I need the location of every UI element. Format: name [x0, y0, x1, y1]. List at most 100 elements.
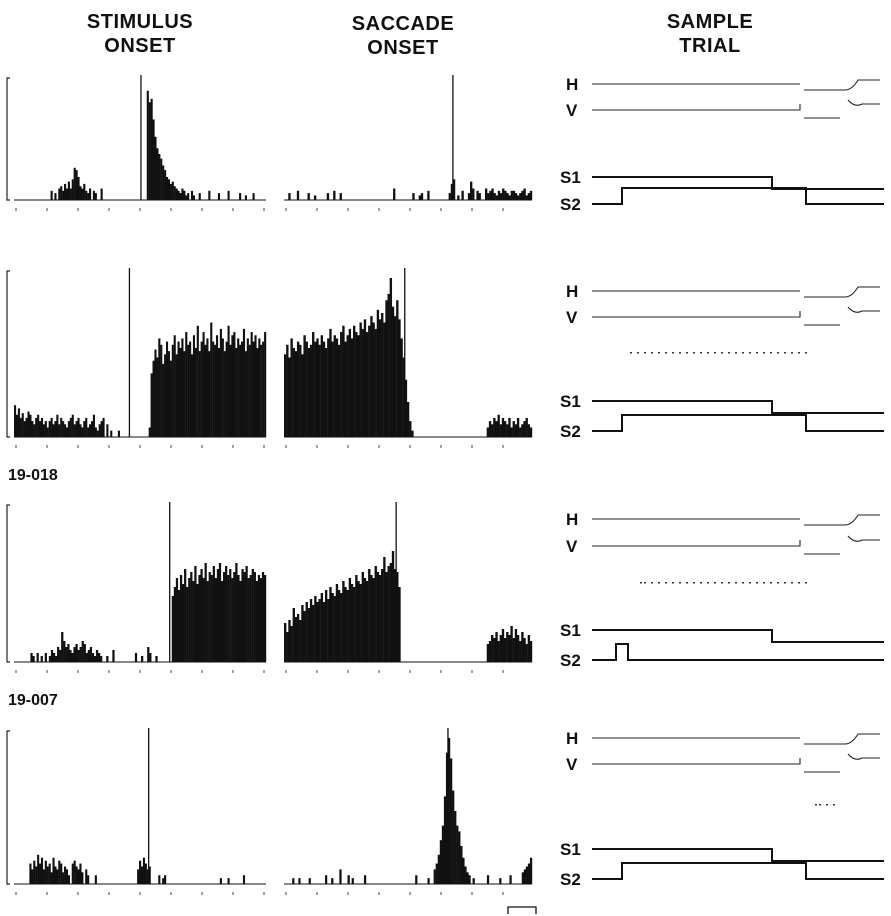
- saccade-histogram-bar: [420, 193, 424, 200]
- saccade-histogram-bar: [383, 557, 386, 662]
- stimulus-histogram-bar: [85, 653, 88, 662]
- stimulus-histogram-bar: [35, 866, 38, 884]
- stimulus-histogram-bar: [175, 188, 178, 200]
- stimulus-histogram-bar: [140, 866, 144, 884]
- stimulus-histogram-bar: [214, 578, 218, 662]
- stimulus-histogram-bar: [64, 183, 67, 200]
- stimulus-histogram-bar: [177, 341, 180, 437]
- vertical-eye-trace: [592, 99, 880, 119]
- saccade-histogram-bar: [353, 325, 356, 437]
- y-scale-bracket: [6, 270, 10, 438]
- stimulus-histogram-bar: [154, 136, 157, 200]
- stimulus-histogram-bar: [208, 190, 211, 200]
- stimulus-histogram-bar: [190, 190, 194, 200]
- saccade-histogram-bar: [376, 572, 380, 662]
- stimulus-histogram-bar: [261, 572, 265, 662]
- stimulus-histogram-bar: [167, 179, 171, 200]
- stimulus-histogram-bar: [44, 860, 47, 884]
- stimulus-histogram-bar: [212, 341, 215, 437]
- stimulus-histogram-bar: [59, 650, 62, 662]
- spike-raster-dot: [819, 804, 821, 806]
- spike-raster-dot: [693, 352, 695, 354]
- stimulus-histogram-bar: [194, 347, 197, 437]
- stimulus-histogram-bar: [200, 569, 203, 662]
- stimulus-histogram-bar: [110, 430, 113, 437]
- saccade-histogram-bar: [365, 332, 369, 437]
- stimulus-histogram-bar: [169, 183, 172, 200]
- cell-id-label: 19-007: [8, 692, 58, 709]
- stimulus-histogram-bar: [255, 581, 259, 662]
- saccade-histogram-bar: [457, 195, 460, 200]
- saccade-histogram-bar: [508, 195, 511, 200]
- stimulus-histogram-bar: [225, 341, 228, 437]
- stimulus-histogram-bar: [54, 421, 57, 437]
- spike-raster-dot: [644, 582, 646, 584]
- stimulus-histogram-bar: [15, 414, 19, 437]
- saccade-histogram-bar: [296, 190, 300, 200]
- saccade-title-line2: ONSET: [367, 37, 439, 59]
- stimulus-histogram-bar: [247, 578, 250, 662]
- stimulus-histogram-bar: [33, 424, 36, 437]
- saccade-histogram-bar: [464, 866, 467, 884]
- saccade-histogram-bar: [452, 179, 456, 200]
- saccade-histogram-bar: [307, 608, 311, 662]
- saccade-histogram-bar: [318, 599, 321, 662]
- saccade-histogram-bar: [393, 316, 397, 437]
- spike-raster-dot: [672, 582, 674, 584]
- stimulus-histogram-bar: [141, 656, 144, 662]
- stimulus-histogram-bar: [254, 335, 257, 437]
- saccade-histogram-bar: [378, 575, 382, 662]
- stimulus-histogram-bar: [60, 863, 63, 884]
- stimulus-histogram-bar: [58, 188, 61, 200]
- saccade-histogram-bar: [324, 347, 328, 437]
- stimulus-histogram-bar: [91, 653, 95, 662]
- y-scale-bracket: [6, 504, 10, 663]
- stimulus-histogram-bar: [249, 575, 252, 662]
- saccade-histogram-bar: [519, 193, 522, 200]
- stimulus-onset-title: STIMULUS ONSET: [60, 10, 220, 58]
- spike-raster-dot: [644, 352, 646, 354]
- trace-label-s1: S1: [560, 840, 581, 859]
- saccade-histogram-bar: [301, 354, 304, 437]
- saccade-histogram-bar: [292, 608, 295, 662]
- saccade-histogram-bar: [350, 584, 354, 662]
- stimulus-histogram-bar: [85, 417, 88, 437]
- saccade-histogram-bar: [333, 190, 336, 200]
- stimulus-histogram-bar: [89, 647, 93, 662]
- saccade-histogram-bar: [501, 417, 505, 437]
- stimulus-histogram-bar: [148, 866, 151, 884]
- stimulus-histogram-bar: [220, 581, 224, 662]
- stimulus-histogram-bar: [147, 647, 150, 662]
- saccade-histogram-bar: [322, 341, 326, 437]
- trace-label-v: V: [566, 308, 578, 327]
- saccade-histogram-bar: [353, 587, 356, 662]
- stimulus-histogram-bar: [58, 860, 61, 884]
- saccade-histogram-bar: [461, 190, 464, 200]
- saccade-histogram-bar: [333, 335, 336, 437]
- saccade-histogram-bar: [286, 632, 289, 662]
- stimulus-histogram-bar: [156, 148, 159, 200]
- saccade-histogram-bar: [305, 341, 308, 437]
- saccade-histogram-bar: [489, 190, 492, 200]
- saccade-histogram-bar: [467, 193, 471, 200]
- stimulus-histogram-bar: [63, 641, 66, 662]
- stimulus-histogram-bar: [37, 854, 40, 884]
- stimulus-histogram-bar: [67, 181, 70, 200]
- saccade-histogram-bar: [320, 593, 324, 662]
- stimulus-histogram-bar: [46, 427, 49, 437]
- stimulus-histogram-bar: [148, 427, 151, 437]
- stimulus-histogram-bar: [139, 860, 142, 884]
- saccade-histogram-bar: [292, 878, 295, 884]
- saccade-histogram-bar: [381, 569, 384, 662]
- saccade-histogram-bar: [460, 846, 463, 884]
- saccade-histogram-bar: [355, 575, 358, 662]
- stimulus-histogram-bar: [219, 328, 222, 437]
- stimulus-histogram-bar: [89, 424, 92, 437]
- stimulus-histogram-bar: [177, 190, 180, 200]
- stimulus-histogram-bar: [204, 563, 207, 662]
- stimulus-histogram-bar: [67, 875, 70, 884]
- stimulus-histogram-bar: [87, 427, 90, 437]
- stimulus-histogram-bar: [192, 195, 196, 200]
- saccade-histogram-bar: [418, 195, 422, 200]
- saccade-histogram-bar: [439, 840, 443, 884]
